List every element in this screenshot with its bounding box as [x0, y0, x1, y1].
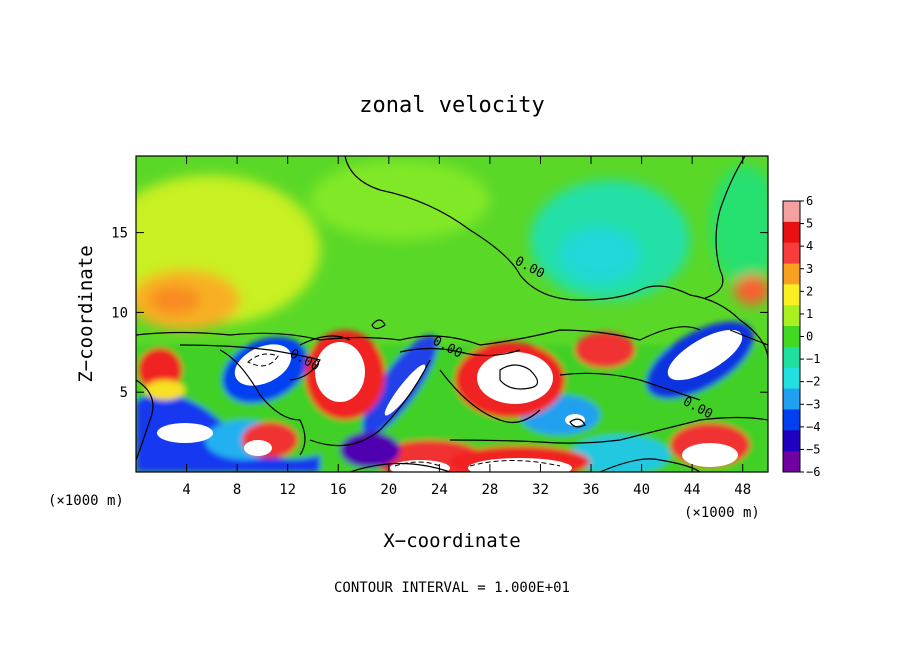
colorbar-swatch: [783, 430, 800, 452]
colorbar-label: 4: [806, 239, 813, 253]
colorbar-label: −3: [806, 397, 820, 411]
x-tick-label: 28: [481, 482, 498, 498]
colorbar-label: −5: [806, 442, 820, 456]
contour-interval-note: CONTOUR INTERVAL = 1.000E+01: [334, 580, 570, 596]
colorbar-label: 2: [806, 284, 813, 298]
colorbar-label: −6: [806, 465, 820, 479]
y-tick-label: 10: [111, 305, 128, 321]
colorbar-label: 1: [806, 307, 813, 321]
colorbar-label: 3: [806, 262, 813, 276]
x-tick-label: 48: [734, 482, 751, 498]
x-tick-label: 4: [182, 482, 190, 498]
x-tick-label: 8: [233, 482, 241, 498]
x-tick-label: 40: [633, 482, 650, 498]
x-tick-label: 20: [380, 482, 397, 498]
x-unit-right: (×1000 m): [684, 505, 760, 521]
colorbar-swatch: [783, 388, 800, 410]
colorbar-label: 6: [806, 194, 813, 208]
colorbar-swatch: [783, 242, 800, 265]
colorbar-label: −2: [806, 375, 820, 389]
colorbar-label: 0: [806, 330, 813, 344]
colorbar-swatch: [783, 305, 800, 327]
colorbar-swatch: [783, 409, 800, 431]
x-axis: 4 8 12 16 20 24 28 32 36 40 44 48: [182, 156, 751, 498]
x-tick-label: 12: [279, 482, 296, 498]
y-axis: 5 10 15: [111, 226, 768, 401]
chart-title: zonal velocity: [359, 93, 544, 118]
x-tick-label: 24: [431, 482, 448, 498]
colorbar-label: 5: [806, 217, 813, 231]
velocity-field: 0.000.000.000.00: [136, 156, 768, 472]
y-tick-label: 5: [120, 385, 128, 401]
x-tick-label: 44: [684, 482, 701, 498]
colorbar-swatch: [783, 326, 800, 348]
colorbar-label: −4: [806, 420, 820, 434]
x-tick-label: 16: [330, 482, 347, 498]
colorbar-swatch: [783, 284, 800, 306]
y-axis-title: Z−coordinate: [75, 245, 97, 382]
x-unit-left: (×1000 m): [48, 493, 124, 509]
plot-frame: [135, 155, 769, 473]
colorbar-swatch: [783, 263, 800, 285]
x-axis-title: X−coordinate: [383, 530, 520, 552]
colorbar-swatch: [783, 346, 800, 369]
colorbar-label: −1: [806, 352, 820, 366]
colorbar-swatch: [783, 367, 800, 390]
y-tick-label: 15: [111, 226, 128, 242]
colorbar-swatch: [783, 221, 800, 244]
x-tick-label: 36: [583, 482, 600, 498]
colorbar-swatch: [783, 201, 800, 223]
colorbar: 6 5 4 3 2 1 0 −1 −2 −3 −4 −5 −6: [782, 194, 820, 479]
x-tick-label: 32: [532, 482, 549, 498]
colorbar-swatch: [783, 451, 800, 473]
